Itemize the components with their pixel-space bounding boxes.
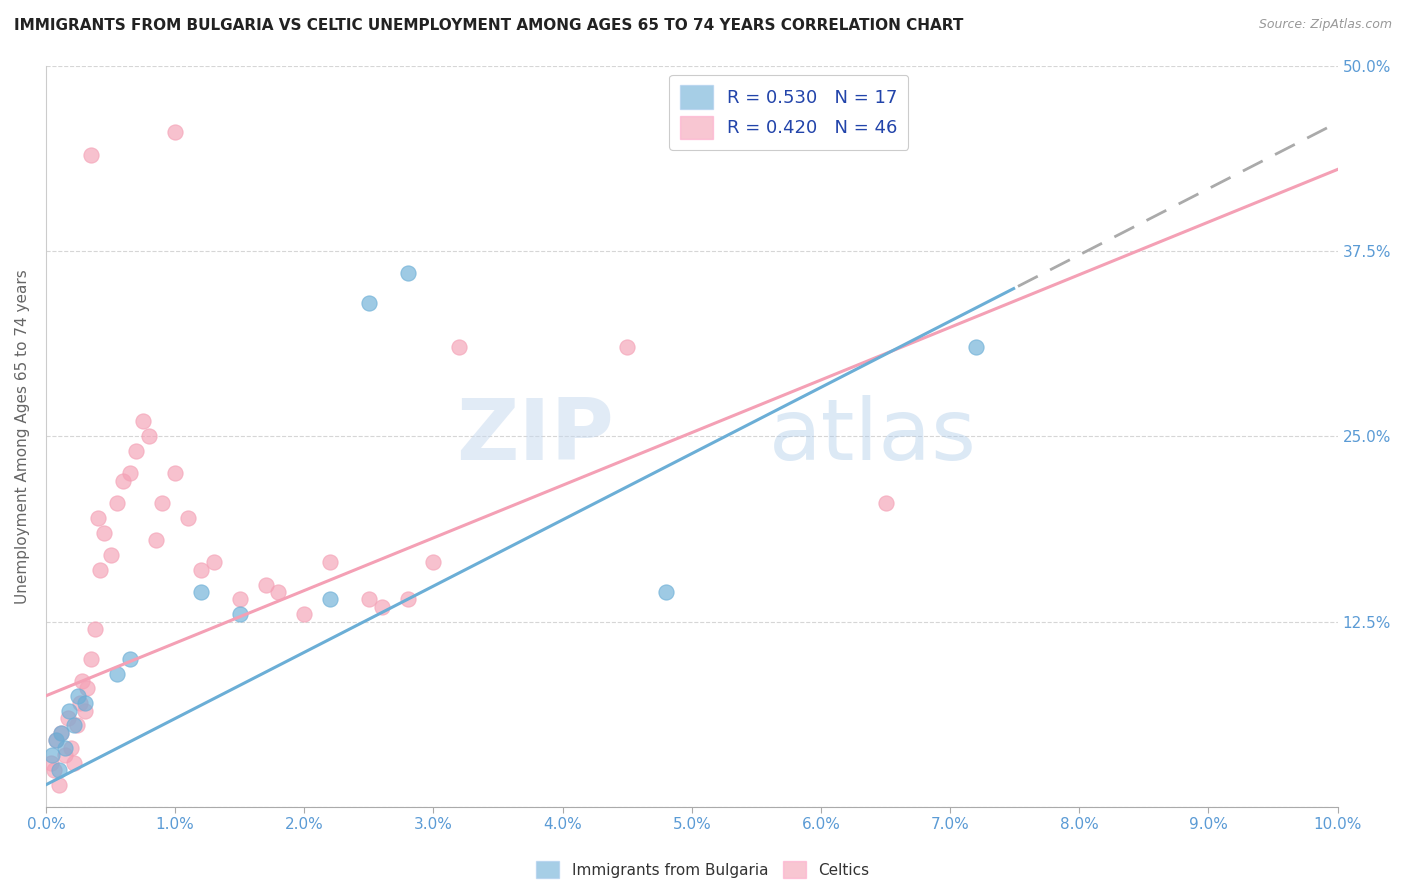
Point <box>73 704 96 718</box>
Point <box>190 585 212 599</box>
Point <box>112 474 135 488</box>
Point <box>254 577 277 591</box>
Point <box>132 414 155 428</box>
Point <box>86 511 108 525</box>
Point <box>396 592 419 607</box>
Text: IMMIGRANTS FROM BULGARIA VS CELTIC UNEMPLOYMENT AMONG AGES 65 TO 74 YEARS CORREL: IMMIGRANTS FROM BULGARIA VS CELTIC UNEMP… <box>14 18 963 33</box>
Point <box>422 555 444 569</box>
Point <box>177 511 200 525</box>
Point <box>228 607 250 622</box>
Point <box>449 340 471 354</box>
Point <box>45 733 67 747</box>
Point <box>965 340 987 354</box>
Text: atlas: atlas <box>769 395 977 478</box>
Point <box>267 585 290 599</box>
Point <box>118 467 141 481</box>
Point <box>41 748 63 763</box>
Point <box>76 681 98 696</box>
Point <box>357 592 380 607</box>
Point <box>165 125 187 139</box>
Point <box>93 525 115 540</box>
Point <box>80 147 103 161</box>
Point <box>105 666 128 681</box>
Point <box>53 740 76 755</box>
Point <box>67 689 90 703</box>
Point <box>63 718 86 732</box>
Point <box>145 533 167 547</box>
Point <box>655 585 678 599</box>
Point <box>70 673 93 688</box>
Point <box>165 467 187 481</box>
Point <box>875 496 897 510</box>
Point <box>292 607 315 622</box>
Point <box>58 704 80 718</box>
Point <box>150 496 173 510</box>
Point <box>48 763 70 777</box>
Point <box>396 266 419 280</box>
Point <box>73 696 96 710</box>
Point <box>190 563 212 577</box>
Point <box>56 711 79 725</box>
Legend: Immigrants from Bulgaria, Celtics: Immigrants from Bulgaria, Celtics <box>530 855 876 884</box>
Point <box>66 718 89 732</box>
Point <box>616 340 638 354</box>
Point <box>45 733 67 747</box>
Point <box>48 778 70 792</box>
Point <box>319 555 342 569</box>
Point <box>51 726 73 740</box>
Point <box>69 696 91 710</box>
Point <box>80 651 103 665</box>
Point <box>89 563 111 577</box>
Point <box>84 622 107 636</box>
Point <box>53 748 76 763</box>
Point <box>105 496 128 510</box>
Point <box>125 444 148 458</box>
Point <box>138 429 160 443</box>
Point <box>228 592 250 607</box>
Point <box>59 740 82 755</box>
Point <box>118 651 141 665</box>
Point <box>357 296 380 310</box>
Text: ZIP: ZIP <box>457 395 614 478</box>
Point <box>319 592 342 607</box>
Text: Source: ZipAtlas.com: Source: ZipAtlas.com <box>1258 18 1392 31</box>
Point <box>202 555 225 569</box>
Point <box>63 756 86 770</box>
Point <box>371 599 394 614</box>
Point <box>100 548 122 562</box>
Point <box>51 726 73 740</box>
Legend: R = 0.530   N = 17, R = 0.420   N = 46: R = 0.530 N = 17, R = 0.420 N = 46 <box>669 75 908 150</box>
Point <box>39 756 62 770</box>
Y-axis label: Unemployment Among Ages 65 to 74 years: Unemployment Among Ages 65 to 74 years <box>15 268 30 604</box>
Point <box>42 763 65 777</box>
